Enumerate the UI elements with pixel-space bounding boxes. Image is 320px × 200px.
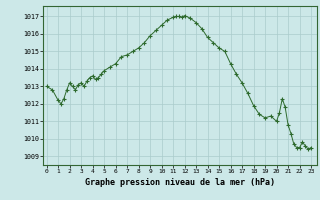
X-axis label: Graphe pression niveau de la mer (hPa): Graphe pression niveau de la mer (hPa): [85, 178, 275, 187]
